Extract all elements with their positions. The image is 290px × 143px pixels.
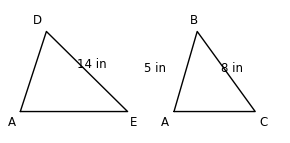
Text: C: C: [260, 117, 268, 129]
Text: A: A: [161, 117, 169, 129]
Text: B: B: [190, 14, 198, 26]
Text: A: A: [8, 117, 16, 129]
Text: 8 in: 8 in: [221, 62, 243, 75]
Text: 5 in: 5 in: [144, 62, 166, 75]
Text: E: E: [130, 117, 137, 129]
Text: 14 in: 14 in: [77, 58, 106, 71]
Text: D: D: [33, 14, 42, 26]
